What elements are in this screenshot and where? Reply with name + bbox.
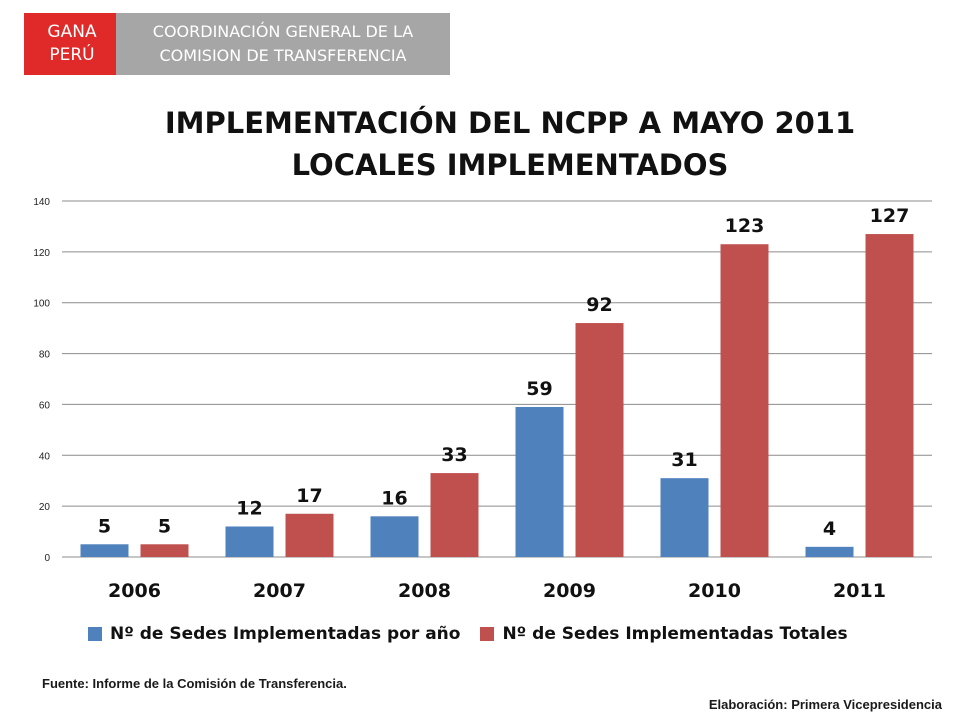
bar-series-1	[80, 544, 129, 557]
chart-legend: Nº de Sedes Implementadas por año Nº de …	[88, 622, 868, 646]
bar-series-1	[515, 406, 564, 557]
data-label: 5	[98, 515, 111, 537]
x-tick-label: 2008	[398, 580, 451, 602]
legend-item-series-1: Nº de Sedes Implementadas por año	[88, 624, 460, 644]
x-tick-label: 2009	[543, 580, 596, 602]
badge-line-2: PERÚ	[49, 45, 95, 65]
bar-series-1	[370, 516, 419, 557]
data-label: 92	[586, 294, 612, 316]
x-tick-label: 2011	[833, 580, 886, 602]
organization-header: COORDINACIÓN GENERAL DE LA COMISION DE T…	[116, 13, 450, 75]
y-tick-label: 80	[39, 350, 51, 361]
y-tick-label: 40	[39, 451, 51, 462]
organization-line-1: COORDINACIÓN GENERAL DE LA	[152, 22, 414, 41]
bar-series-2	[285, 513, 334, 557]
data-label: 123	[725, 215, 765, 237]
legend-label-series-1: Nº de Sedes Implementadas por año	[110, 624, 461, 644]
organization-line-2: COMISION DE TRANSFERENCIA	[159, 46, 407, 65]
x-tick-label: 2007	[253, 580, 306, 602]
gana-peru-badge: GANA PERÚ	[24, 13, 120, 75]
y-tick-label: 120	[33, 248, 50, 259]
data-label: 127	[870, 205, 910, 227]
bar-series-2	[575, 323, 624, 557]
legend-swatch-series-2	[480, 627, 495, 641]
y-tick-label: 140	[33, 197, 50, 208]
legend-swatch-series-1	[88, 627, 102, 641]
x-tick-label: 2010	[688, 580, 741, 602]
x-tick-label: 2006	[108, 580, 161, 602]
data-label: 16	[381, 487, 407, 509]
legend-item-series-2: Nº de Sedes Implementadas Totales	[480, 624, 848, 644]
bar-series-2	[865, 234, 914, 558]
bar-series-1	[805, 546, 854, 557]
bar-series-1	[660, 478, 709, 557]
bar-series-2	[430, 473, 479, 557]
bar-series-2	[720, 244, 769, 557]
y-tick-label: 60	[39, 400, 51, 411]
bar-chart: 0 20 40 60 80 100 120 140 5 5 2006 12 17 2007 16 33 2008…	[33, 197, 932, 602]
data-label: 17	[296, 485, 322, 507]
bar-series-1	[225, 526, 274, 557]
badge-line-1: GANA	[47, 22, 97, 42]
y-tick-label: 0	[44, 553, 50, 564]
legend-label-series-2: Nº de Sedes Implementadas Totales	[502, 624, 848, 644]
bar-series-2	[140, 544, 189, 557]
data-label: 12	[236, 497, 262, 519]
chart-title-line-2: LOCALES IMPLEMENTADOS	[291, 148, 729, 182]
y-tick-label: 20	[39, 502, 51, 513]
source-note: Fuente: Informe de la Comisión de Transf…	[42, 676, 347, 691]
data-label: 33	[441, 444, 467, 466]
y-tick-label: 100	[33, 299, 50, 310]
chart-title-line-1: IMPLEMENTACIÓN DEL NCPP A MAYO 2011	[164, 106, 856, 140]
data-label: 59	[526, 378, 552, 400]
credit-note: Elaboración: Primera Vicepresidencia	[708, 697, 942, 712]
data-label: 31	[671, 449, 697, 471]
data-label: 5	[158, 515, 171, 537]
data-label: 4	[823, 518, 836, 540]
